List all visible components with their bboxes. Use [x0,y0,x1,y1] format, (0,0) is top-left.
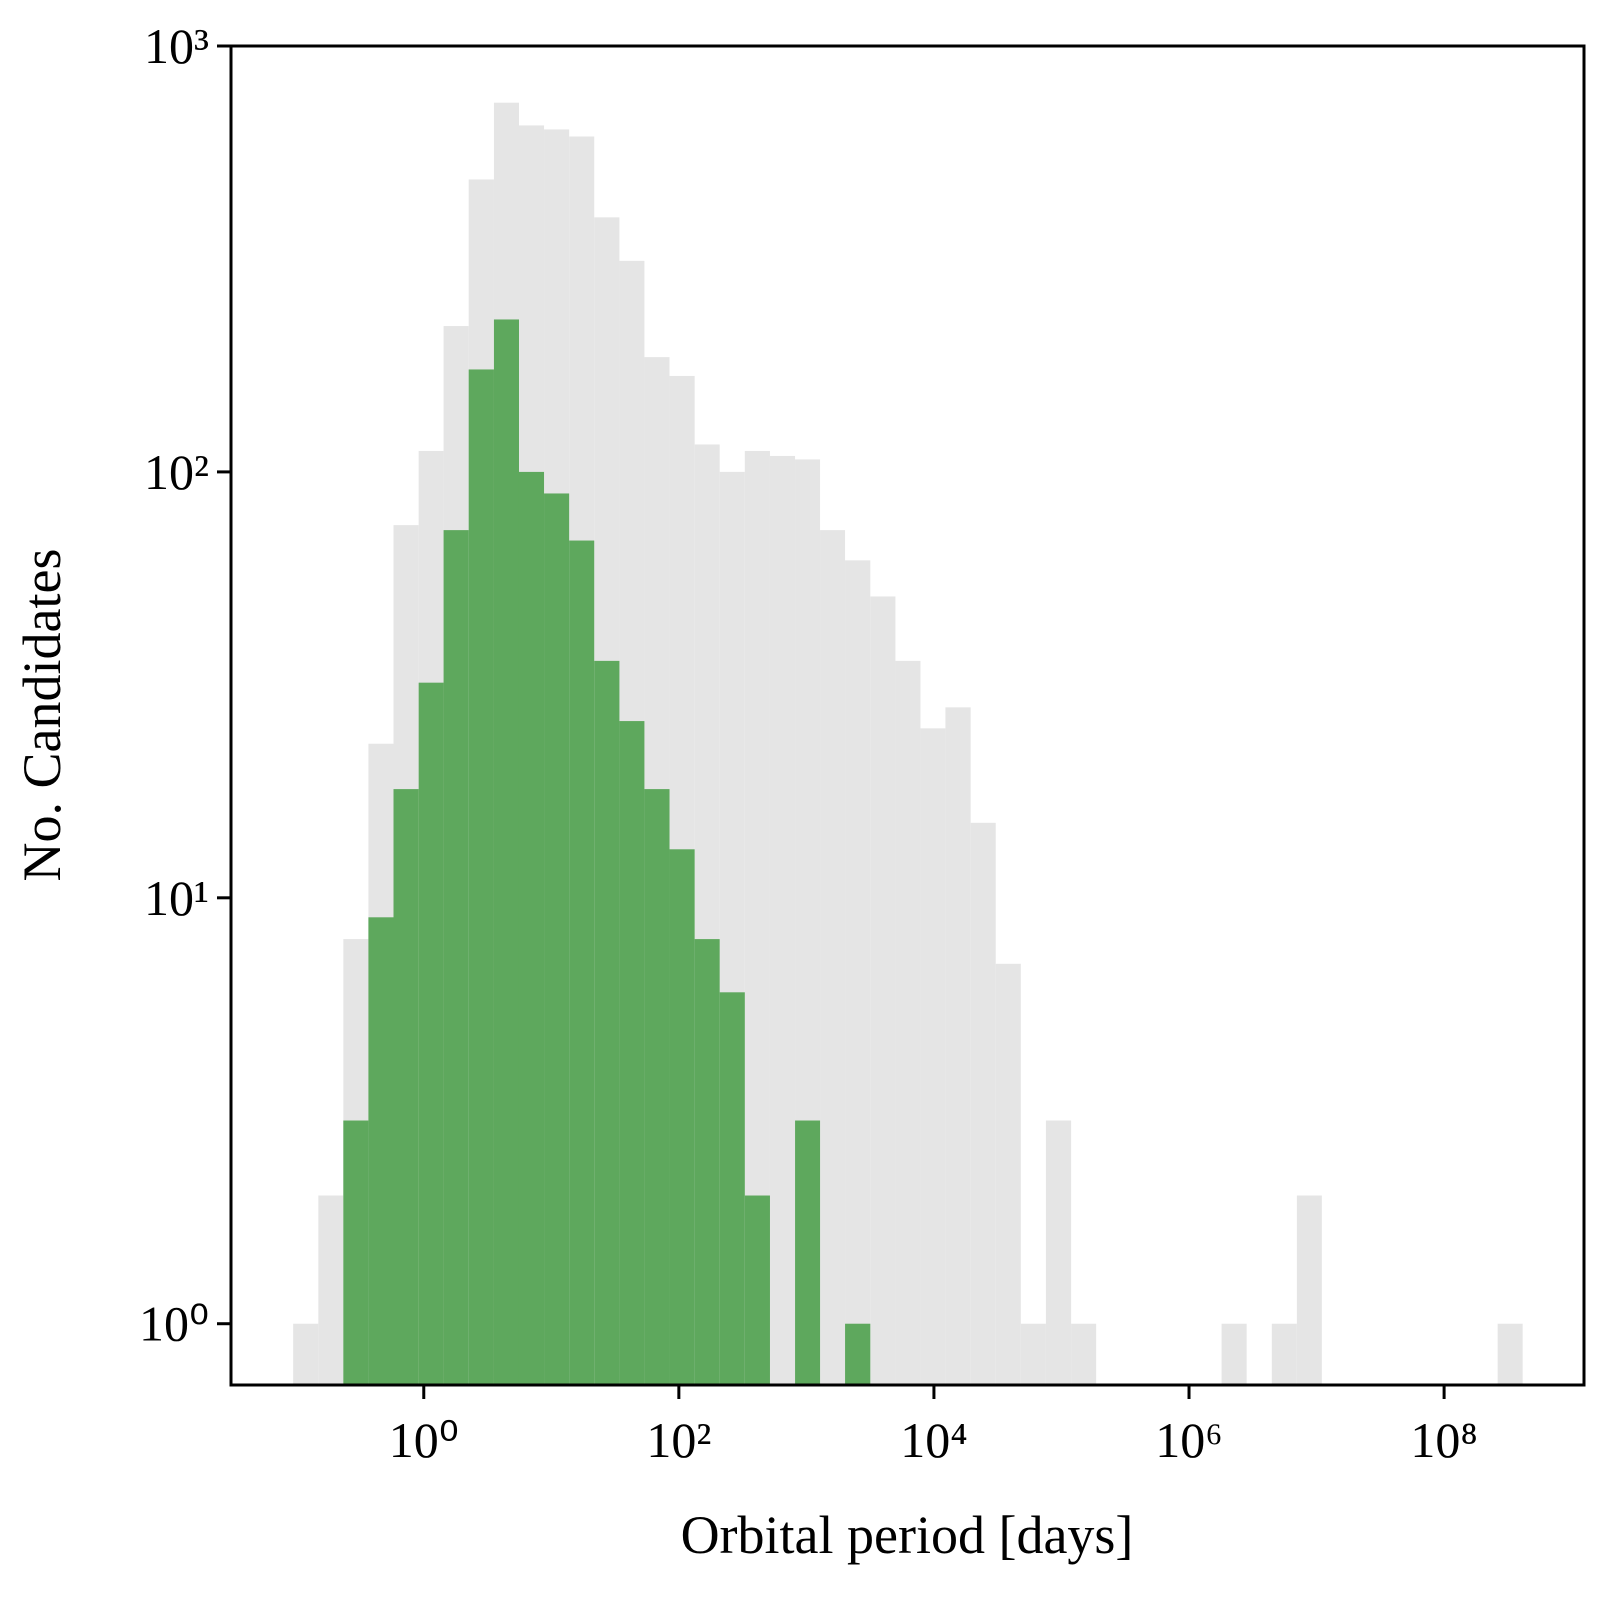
bar [1221,1323,1247,1385]
y-tick-label: 10¹ [144,870,209,926]
bar [995,963,1021,1385]
bar [544,493,570,1385]
bar [1020,1323,1046,1385]
bar [920,728,946,1385]
bar [970,822,996,1385]
bar [795,1120,821,1385]
bar [518,471,545,1385]
bar [594,660,620,1385]
bar [569,540,595,1385]
bar [820,530,846,1385]
bar [1296,1195,1322,1385]
bar [619,721,645,1385]
bar [1271,1323,1297,1385]
bar [744,1195,770,1385]
bar [694,939,720,1385]
bar [443,530,469,1385]
x-tick-label: 10⁴ [900,1412,967,1468]
x-tick-label: 10⁸ [1410,1412,1477,1468]
bar [895,660,921,1385]
bar [669,849,695,1385]
bar [1045,1120,1072,1385]
bar [945,707,971,1385]
y-tick-label: 10⁰ [139,1296,209,1352]
bar [368,917,394,1385]
y-axis-label: No. Candidates [12,549,72,882]
bar [845,560,871,1385]
x-tick-label: 10⁶ [1155,1412,1222,1468]
bar [418,682,444,1385]
bar [293,1323,319,1385]
bar [468,369,494,1386]
bar [493,319,519,1385]
bar [1497,1323,1523,1385]
bar [644,789,670,1385]
y-tick-label: 10² [144,444,209,500]
x-tick-label: 10⁰ [389,1412,459,1468]
x-axis-label: Orbital period [days] [681,1505,1134,1565]
x-tick-label: 10² [646,1412,711,1468]
bar [393,789,419,1385]
bar [343,1120,369,1385]
y-tick-label: 10³ [144,18,209,74]
bar [845,1323,871,1385]
bar [318,1195,344,1385]
bar [870,596,896,1385]
bar [1071,1323,1097,1385]
bar [719,992,745,1385]
plot-frame [229,44,1586,1387]
bar [769,455,796,1385]
